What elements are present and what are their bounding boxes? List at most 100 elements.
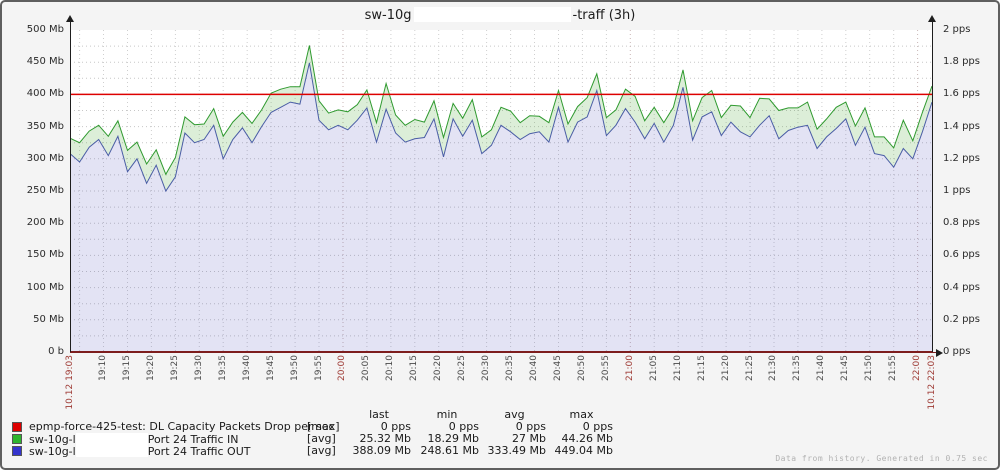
y-axis-left-label: 250 Mb — [26, 185, 64, 196]
x-axis-label: 21:50 — [864, 355, 875, 381]
legend-label-traffic-in: sw-10g-l Port 24 Traffic IN — [29, 433, 239, 446]
legend-swatch-traffic-in — [12, 434, 22, 444]
x-axis-label: 21:40 — [816, 355, 827, 381]
x-axis-label: 19:45 — [265, 355, 276, 381]
legend-redaction-box — [75, 445, 148, 457]
y-axis-right-label: 0.2 pps — [943, 313, 980, 325]
x-axis-label: 20:35 — [505, 355, 516, 381]
y-axis-left — [70, 20, 71, 353]
x-axis-label: 19:30 — [193, 355, 204, 381]
y-axis-left-label: 450 Mb — [26, 56, 64, 68]
legend-bracket-drops: [max] — [307, 420, 340, 433]
legend-value-drops-max: 0 pps — [582, 420, 613, 433]
y-axis-left-label: 200 Mb — [26, 217, 64, 229]
legend-value-out-max: 449.04 Mb — [554, 444, 613, 457]
legend-header-max: max — [569, 408, 594, 421]
y-axis-right-label: 1.6 pps — [943, 88, 980, 100]
x-axis-label: 21:45 — [840, 355, 851, 381]
title-redaction-box — [413, 7, 571, 22]
traffic-out-line — [70, 62, 932, 193]
legend-bracket-traffic-out: [avg] — [307, 444, 336, 457]
x-axis-label: 19:10 — [98, 355, 109, 381]
x-axis-label: 22:00 — [912, 355, 923, 381]
x-axis-label: 20:00 — [337, 355, 348, 381]
chart-svg — [70, 30, 932, 352]
x-axis-label: 20:45 — [552, 355, 563, 381]
graph-title-suffix: -traff (3h) — [572, 8, 636, 23]
traffic-out-area — [70, 62, 932, 352]
x-axis-label: 20:50 — [576, 355, 587, 381]
y-axis-right — [932, 20, 933, 353]
x-axis-label: 19:50 — [289, 355, 300, 381]
y-axis-right-label: 1.4 pps — [943, 120, 980, 132]
y-axis-left-label: 50 Mb — [33, 313, 64, 325]
y-axis-right-label: 0 pps — [943, 346, 971, 357]
x-axis-label: 21:30 — [768, 355, 779, 381]
x-axis-label: 19:55 — [313, 355, 324, 381]
graph-title-prefix: sw-10g — [364, 8, 412, 23]
footer-note: Data from history. Generated in 0.75 sec — [775, 454, 988, 463]
y-axis-right-label: 0.4 pps — [943, 281, 980, 293]
x-axis-label: 21:00 — [624, 355, 635, 381]
y-axis-right-arrow-icon — [928, 15, 936, 22]
y-axis-left-label: 0 b — [48, 346, 64, 357]
x-axis-label: 20:20 — [433, 355, 444, 381]
x-axis-label: 21:20 — [720, 355, 731, 381]
y-axis-left-label: 400 Mb — [26, 88, 64, 100]
x-axis-label: 20:10 — [385, 355, 396, 381]
y-axis-right-label: 2 pps — [943, 24, 971, 35]
legend-value-out-avg: 333.49 Mb — [487, 444, 546, 457]
x-axis-label: 19:20 — [145, 355, 156, 381]
legend-value-drops-avg: 0 pps — [515, 420, 546, 433]
plot-area[interactable] — [70, 30, 932, 352]
legend-value-out-min: 248.61 Mb — [420, 444, 479, 457]
traffic-in-area — [70, 45, 932, 191]
x-axis-label: 20:55 — [600, 355, 611, 381]
x-axis-label: 21:10 — [672, 355, 683, 381]
legend-label-traffic-out: sw-10g-l Port 24 Traffic OUT — [29, 445, 251, 458]
x-axis-label: 21:15 — [696, 355, 707, 381]
legend-redaction-box — [75, 433, 148, 445]
y-axis-right-label: 1.8 pps — [943, 56, 980, 68]
x-axis — [70, 352, 936, 353]
x-axis-label: 10.12 19:03 — [64, 355, 75, 410]
legend-value-drops-last: 0 pps — [380, 420, 411, 433]
y-axis-left-label: 150 Mb — [26, 249, 64, 261]
y-axis-right-label: 0.6 pps — [943, 249, 980, 261]
legend-value-in-max: 44.26 Mb — [561, 432, 613, 445]
legend-swatch-drops — [12, 422, 22, 432]
y-axis-left-label: 500 Mb — [26, 24, 64, 35]
legend-header-avg: avg — [504, 408, 525, 421]
x-axis-label: 21:55 — [888, 355, 899, 381]
x-axis-arrow-icon — [936, 349, 943, 357]
traffic-in-line — [70, 45, 932, 176]
y-axis-left-arrow-icon — [66, 15, 74, 22]
x-axis-label: 19:35 — [217, 355, 228, 381]
legend-bracket-traffic-in: [avg] — [307, 432, 336, 445]
x-axis-label: 20:40 — [529, 355, 540, 381]
x-axis-label: 19:40 — [241, 355, 252, 381]
plot-background — [70, 30, 932, 352]
x-axis-label: 21:25 — [744, 355, 755, 381]
legend-value-in-last: 25.32 Mb — [359, 432, 411, 445]
x-axis-label: 19:15 — [121, 355, 132, 381]
legend-label-drops: epmp-force-425-test: DL Capacity Packets… — [29, 420, 335, 433]
legend: last min avg max epmp-force-425-test: DL… — [12, 408, 615, 458]
legend-value-out-last: 388.09 Mb — [352, 444, 411, 457]
x-axis-label: 19:25 — [169, 355, 180, 381]
x-axis-label: 20:30 — [481, 355, 492, 381]
legend-value-in-min: 18.29 Mb — [427, 432, 479, 445]
graph-title: sw-10g -traff (3h) — [2, 7, 998, 23]
x-axis-label: 21:35 — [792, 355, 803, 381]
legend-value-in-avg: 27 Mb — [512, 432, 546, 445]
legend-header-last: last — [369, 408, 389, 421]
y-axis-right-label: 1 pps — [943, 185, 971, 196]
x-axis-label: 10.12 22:03 — [926, 355, 937, 410]
x-axis-label: 20:25 — [457, 355, 468, 381]
legend-header-min: min — [436, 408, 458, 421]
x-axis-label: 20:15 — [409, 355, 420, 381]
y-axis-left-label: 300 Mb — [26, 152, 64, 164]
y-axis-right-label: 0.8 pps — [943, 217, 980, 229]
y-axis-right-label: 1.2 pps — [943, 152, 980, 164]
